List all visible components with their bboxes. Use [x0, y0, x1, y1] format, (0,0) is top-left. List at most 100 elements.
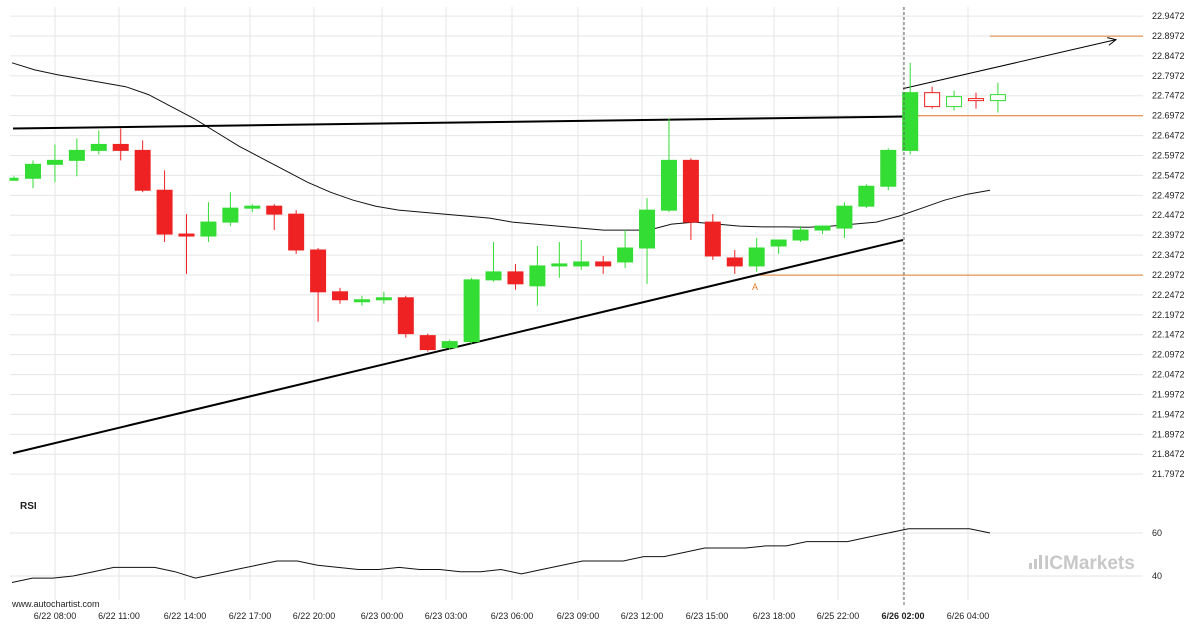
candle-body	[704, 221, 721, 257]
x-tick-label: 6/23 09:00	[557, 611, 600, 621]
brand-logo: ICMarkets	[1029, 553, 1135, 574]
candle-body	[353, 299, 370, 303]
candle	[485, 242, 502, 282]
y-tick-label: 22.8972	[1152, 31, 1185, 41]
y-tick-label: 22.7472	[1152, 91, 1185, 101]
x-tick-label: 6/23 03:00	[425, 611, 468, 621]
candle-body	[244, 205, 261, 209]
candle-body	[90, 143, 107, 151]
candle	[156, 170, 173, 243]
pattern-marker-a: A	[752, 282, 758, 292]
y-tick-label: 22.5972	[1152, 150, 1185, 160]
candle	[332, 287, 349, 304]
y-tick-label: 22.4472	[1152, 210, 1185, 220]
candle-body	[682, 159, 699, 223]
candle-body	[266, 205, 283, 215]
candle	[924, 86, 941, 109]
candle-body	[792, 229, 809, 241]
candle	[288, 210, 305, 254]
candle	[353, 295, 370, 306]
candle	[507, 263, 524, 290]
y-tick-label: 22.6972	[1152, 111, 1185, 121]
candle	[46, 144, 63, 183]
candle-body	[617, 247, 634, 263]
candle-body	[112, 143, 129, 151]
y-axis-ticks: 22.9472 22.8972 22.8472 22.7972 22.7472 22.69…	[1152, 11, 1185, 581]
candle-body	[68, 149, 85, 161]
candle	[792, 226, 809, 243]
candle	[25, 160, 41, 189]
candle-body	[770, 239, 787, 247]
candle-body	[902, 92, 919, 151]
candle	[9, 176, 19, 181]
x-tick-label: 6/22 17:00	[229, 611, 272, 621]
candle	[68, 138, 85, 177]
x-tick-label: 6/23 00:00	[361, 611, 404, 621]
candle-body	[222, 207, 239, 223]
x-tick-label: 6/23 06:00	[491, 611, 534, 621]
candle-body	[156, 189, 173, 235]
candle-body	[288, 213, 305, 251]
candle-body	[660, 159, 677, 211]
candle	[617, 230, 634, 268]
rsi-line	[11, 528, 991, 583]
candle-body	[134, 149, 151, 191]
y-tick-label: 21.8472	[1152, 449, 1185, 459]
rsi-tick-label: 60	[1152, 528, 1162, 538]
candle	[90, 130, 107, 155]
candle	[397, 295, 414, 338]
candle	[858, 184, 875, 209]
candle	[704, 214, 721, 260]
rsi-grid-lines	[10, 532, 1143, 577]
x-axis-ticks: 6/22 08:00 6/22 11:00 6/22 14:00 6/22 17:00…	[34, 611, 990, 621]
brand-logo-icon	[1029, 555, 1042, 569]
y-tick-label: 22.8472	[1152, 51, 1185, 61]
candle	[946, 90, 963, 111]
candle-body	[397, 297, 414, 335]
rsi-tick-label: 40	[1152, 571, 1162, 581]
candle-body	[310, 249, 327, 293]
source-watermark[interactable]: www.autochartist.com	[11, 599, 100, 609]
candle	[595, 255, 612, 274]
candle-body	[989, 94, 1006, 102]
x-tick-label: 6/22 11:00	[98, 611, 140, 621]
candle-body	[485, 271, 502, 281]
candle-body	[441, 341, 458, 349]
candle-body	[419, 335, 436, 351]
x-tick-label: 6/23 12:00	[621, 611, 664, 621]
candle-body	[463, 279, 480, 343]
rsi-panel	[11, 528, 991, 583]
candle	[814, 225, 831, 235]
y-tick-label: 22.9472	[1152, 11, 1185, 21]
candle-body	[858, 185, 875, 207]
candles	[9, 62, 1006, 352]
candle-body	[551, 263, 568, 267]
candle-body	[200, 221, 217, 237]
candle-body	[639, 209, 656, 249]
candle	[529, 246, 546, 306]
y-tick-label: 22.1472	[1152, 330, 1185, 340]
candle	[660, 118, 677, 213]
support-line	[12, 239, 904, 455]
y-tick-label: 22.6472	[1152, 131, 1185, 141]
candle	[419, 333, 436, 352]
x-tick-label: 6/25 22:00	[817, 611, 860, 621]
y-tick-label: 22.5472	[1152, 170, 1185, 180]
x-tick-label: 6/22 14:00	[164, 611, 207, 621]
candle-body	[46, 159, 63, 165]
projection-arrowhead	[1107, 37, 1118, 46]
candle	[375, 291, 392, 304]
candle-body	[529, 265, 546, 287]
horizontal-levels	[755, 35, 1143, 276]
candle-body	[880, 149, 897, 187]
y-tick-label: 22.3972	[1152, 230, 1185, 240]
rsi-label: RSI	[20, 501, 37, 512]
y-tick-label: 22.4972	[1152, 190, 1185, 200]
y-tick-label: 22.1972	[1152, 310, 1185, 320]
candle	[222, 192, 239, 227]
y-tick-label: 22.7972	[1152, 71, 1185, 81]
trend-lines	[12, 37, 1118, 455]
candle	[573, 240, 590, 270]
projection-line	[902, 39, 1117, 90]
